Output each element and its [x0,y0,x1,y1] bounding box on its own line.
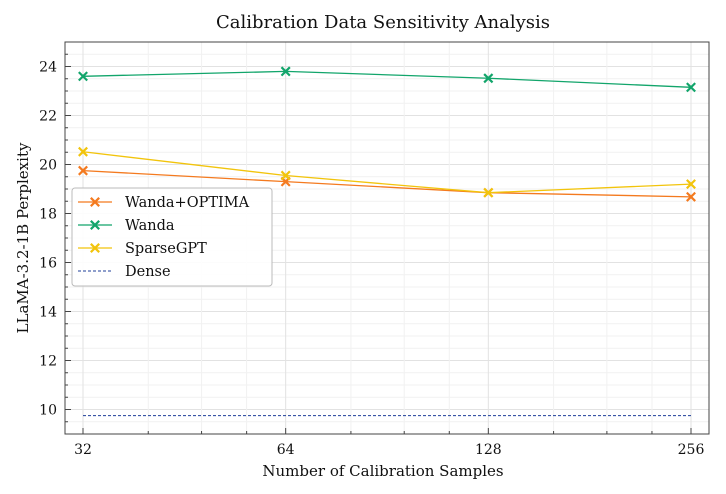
legend-marker-sparsegpt [90,243,100,253]
series-layer [78,66,696,417]
data-point-sparsegpt [280,170,291,181]
x-tick-label: 64 [277,442,295,458]
x-mark [686,179,696,190]
data-point-wanda [78,71,88,82]
y-tick-label: 24 [39,60,57,76]
x-tick-label: 128 [475,442,502,458]
y-tick-label: 12 [39,354,57,370]
y-axis-label: LLaMA-3.2-1B Perplexity [14,142,32,333]
x-mark [686,82,696,93]
x-mark [90,220,100,230]
x-mark [686,191,696,202]
legend: Wanda+OPTIMA Wanda SparseGPT Dense [71,187,273,287]
data-point-wanda [686,82,696,93]
data-point-wanda [280,66,291,77]
data-point-sparsegpt [483,187,494,198]
y-tick-label: 20 [39,158,57,174]
x-mark [483,187,494,198]
x-mark [280,66,291,77]
data-point-sparsegpt [686,179,696,190]
series-line-wanda-optima [82,169,692,198]
legend-label-dense: Dense [125,264,171,280]
x-mark [78,165,88,176]
x-tick-label: 32 [74,442,92,458]
legend-label-sparsegpt: SparseGPT [125,241,207,257]
legend-marker-wanda-optima [90,197,100,207]
x-mark [78,71,88,82]
series-line-wanda [82,70,692,88]
x-mark [78,146,88,157]
y-tick-label: 14 [39,305,57,321]
x-mark [280,170,291,181]
x-tick-label: 256 [678,442,705,458]
x-mark [90,197,100,207]
data-point-wanda [483,73,494,84]
x-mark [90,243,100,253]
y-tick-label: 18 [39,207,57,223]
chart-title: Calibration Data Sensitivity Analysis [216,12,550,33]
legend-marker-wanda [90,220,100,230]
grid [65,41,709,435]
y-tick-label: 22 [39,109,57,125]
legend-box [71,187,273,287]
series-line-sparsegpt [82,151,692,194]
data-point-sparsegpt [78,146,88,157]
y-tick-label: 16 [39,256,57,272]
x-mark [483,73,494,84]
data-point-wanda-optima [686,191,696,202]
axis-ticks: 32 64 128 256 10 12 14 16 18 20 22 24 [39,41,705,458]
legend-label-wanda: Wanda [125,218,175,234]
x-axis-label: Number of Calibration Samples [262,462,503,480]
data-point-wanda-optima [78,165,88,176]
legend-label-wanda-optima: Wanda+OPTIMA [125,195,250,211]
y-tick-label: 10 [39,403,57,419]
